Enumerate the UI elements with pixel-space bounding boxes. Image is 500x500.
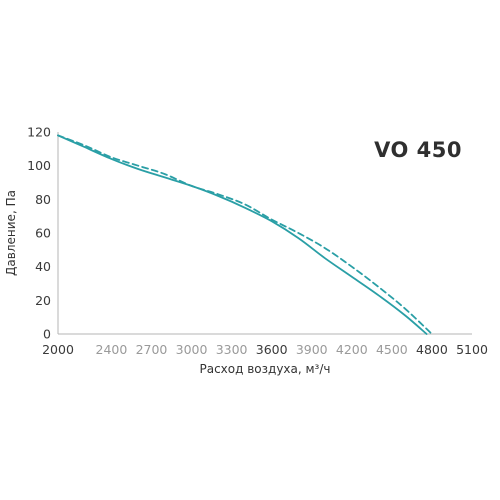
x-axis-title: Расход воздуха, м³/ч (199, 362, 330, 376)
x-tick-label: 2000 (42, 342, 74, 357)
y-axis-title: Давление, Па (4, 190, 18, 276)
x-tick-label: 3600 (256, 342, 288, 357)
chart-title: VO 450 (374, 138, 462, 162)
x-tick-label: 2700 (136, 342, 168, 357)
dashed-curve (57, 134, 433, 335)
x-tick-label: 5100 (456, 342, 488, 357)
x-tick-label: 3300 (216, 342, 248, 357)
chart-series (57, 134, 433, 335)
x-tick-label: 3900 (296, 342, 328, 357)
y-tick-label: 120 (27, 125, 51, 140)
y-tick-label: 80 (35, 192, 51, 207)
y-tick-label: 60 (35, 226, 51, 241)
y-tick-label: 20 (35, 293, 51, 308)
y-tick-label: 0 (43, 327, 51, 342)
y-tick-label: 40 (35, 259, 51, 274)
x-tick-label: 3000 (176, 342, 208, 357)
x-tick-label: 2400 (96, 342, 128, 357)
x-tick-labels: 2000 2400 2700 3000 3300 3600 3900 4200 4500 4800… (42, 342, 488, 357)
x-tick-label: 4800 (416, 342, 448, 357)
x-tick-label: 4500 (376, 342, 408, 357)
y-tick-label: 100 (27, 158, 51, 173)
chart-axes (57, 132, 472, 335)
solid-curve (57, 134, 428, 335)
x-tick-label: 4200 (336, 342, 368, 357)
y-tick-labels: 0 20 40 60 80 100 120 (27, 125, 51, 342)
